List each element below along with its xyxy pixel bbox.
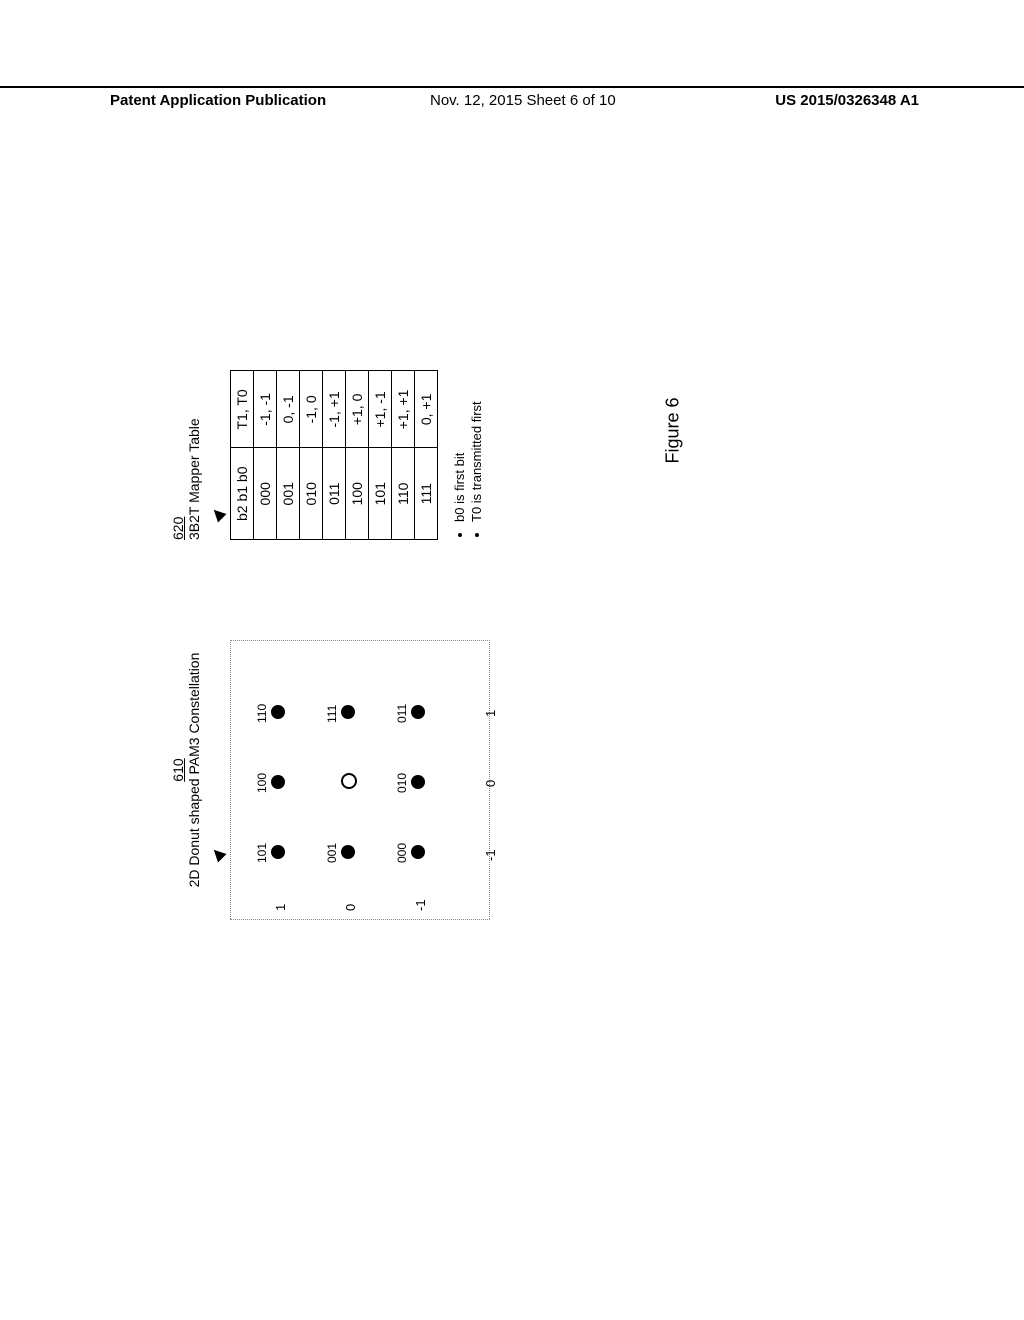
constellation-point (271, 775, 285, 789)
constellation-point-label: 001 (325, 843, 339, 863)
table-row: 101+1, -1 (369, 371, 392, 540)
cell-bits: 001 (277, 448, 300, 540)
cell-symbols: +1, 0 (346, 371, 369, 448)
col-header-symbols: T1, T0 (231, 371, 254, 448)
cell-symbols: +1, +1 (392, 371, 415, 448)
header-center: Nov. 12, 2015 Sheet 6 of 10 (430, 92, 616, 109)
constellation-point-label: 010 (395, 773, 409, 793)
table-row: 000-1, -1 (254, 371, 277, 540)
constellation-point (411, 705, 425, 719)
mapper-table-block: 620 3B2T Mapper Table b2 b1 b0 T1, T0 00… (170, 280, 486, 540)
figure-caption: Figure 6 (663, 397, 684, 463)
table-row: 1110, +1 (415, 371, 438, 540)
y-tick: 0 (343, 904, 358, 911)
constellation-title-group: 610 2D Donut shaped PAM3 Constellation (170, 620, 202, 920)
y-tick: 1 (273, 904, 288, 911)
arrow-icon (210, 846, 227, 863)
table-row: 010-1, 0 (300, 371, 323, 540)
constellation-point-label: 100 (255, 773, 269, 793)
constellation-point (271, 705, 285, 719)
cell-symbols: 0, -1 (277, 371, 300, 448)
x-tick: 0 (483, 780, 498, 787)
cell-symbols: +1, -1 (369, 371, 392, 448)
x-tick: 1 (483, 710, 498, 717)
table-row: 011-1, +1 (323, 371, 346, 540)
table-row: 100+1, 0 (346, 371, 369, 540)
note-item: T0 is transmitted first (469, 280, 484, 522)
cell-bits: 100 (346, 448, 369, 540)
constellation-point (341, 705, 355, 719)
mapper-notes: b0 is first bit T0 is transmitted first (452, 280, 484, 522)
table-row: 0010, -1 (277, 371, 300, 540)
cell-bits: 011 (323, 448, 346, 540)
constellation-ref: 610 (170, 758, 186, 781)
cell-bits: 000 (254, 448, 277, 540)
constellation-point (411, 775, 425, 789)
table-header-row: b2 b1 b0 T1, T0 (231, 371, 254, 540)
constellation-diagram: 610 2D Donut shaped PAM3 Constellation 1… (170, 620, 490, 920)
cell-bits: 110 (392, 448, 415, 540)
constellation-grid: 1 0 -1 -1 0 1 101100110001111000010011 (230, 640, 490, 920)
cell-bits: 010 (300, 448, 323, 540)
cell-bits: 111 (415, 448, 438, 540)
figure-stage: 610 2D Donut shaped PAM3 Constellation 1… (150, 240, 850, 920)
mapper-ref: 620 (170, 517, 186, 540)
header-right: US 2015/0326348 A1 (775, 92, 919, 109)
cell-symbols: -1, -1 (254, 371, 277, 448)
mapper-table: b2 b1 b0 T1, T0 000-1, -10010, -1010-1, … (230, 370, 438, 540)
constellation-point-label: 111 (325, 705, 339, 723)
constellation-hole (341, 773, 357, 789)
mapper-title-group: 620 3B2T Mapper Table (170, 280, 202, 540)
col-header-bits: b2 b1 b0 (231, 448, 254, 540)
header-left: Patent Application Publication (110, 92, 326, 109)
constellation-point-label: 011 (395, 704, 409, 723)
cell-symbols: 0, +1 (415, 371, 438, 448)
cell-symbols: -1, 0 (300, 371, 323, 448)
constellation-point-label: 000 (395, 843, 409, 863)
arrow-icon (210, 506, 227, 523)
table-row: 110+1, +1 (392, 371, 415, 540)
page-header: Patent Application Publication Nov. 12, … (0, 86, 1024, 109)
y-tick: -1 (413, 899, 428, 911)
constellation-point (271, 845, 285, 859)
constellation-point-label: 101 (255, 843, 269, 863)
constellation-title: 2D Donut shaped PAM3 Constellation (186, 653, 202, 888)
constellation-point (341, 845, 355, 859)
mapper-title: 3B2T Mapper Table (186, 418, 202, 540)
cell-bits: 101 (369, 448, 392, 540)
x-tick: -1 (483, 849, 498, 861)
constellation-point (411, 845, 425, 859)
constellation-point-label: 110 (255, 704, 269, 723)
cell-symbols: -1, +1 (323, 371, 346, 448)
note-item: b0 is first bit (452, 280, 467, 522)
